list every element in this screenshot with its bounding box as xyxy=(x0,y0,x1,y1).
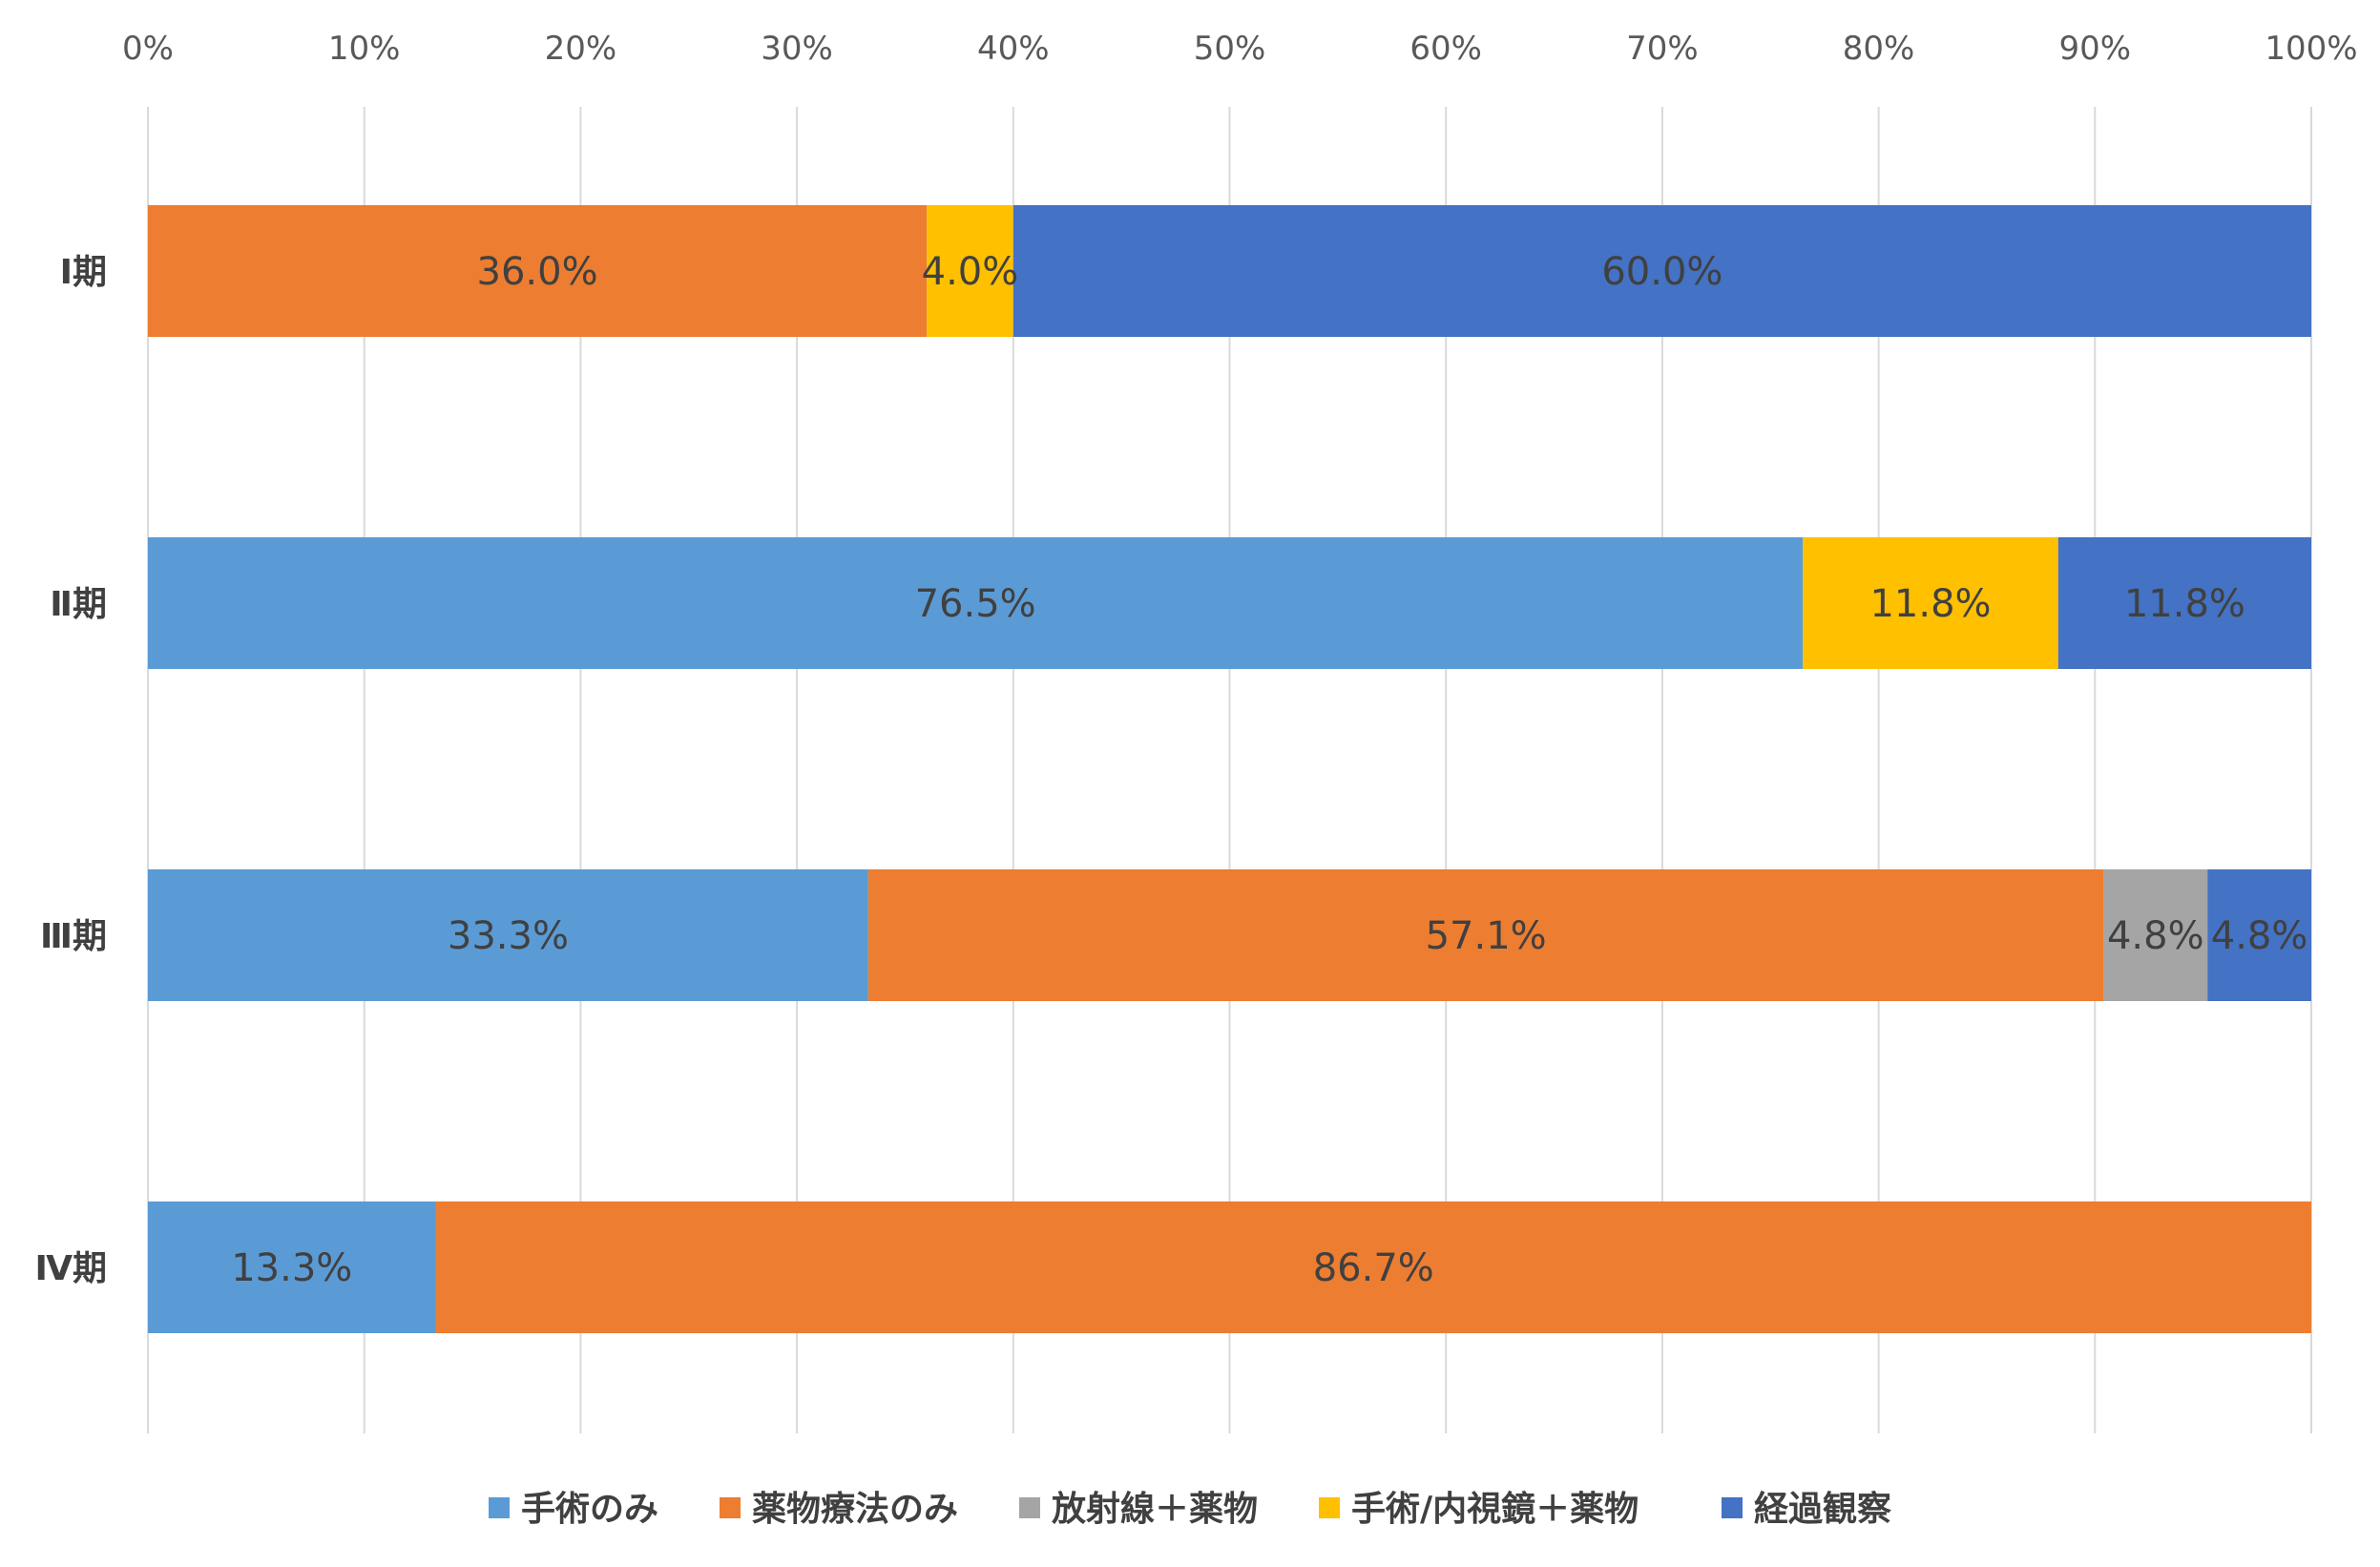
category-label: Ⅱ期 xyxy=(50,585,107,624)
bar-segment xyxy=(148,1201,436,1333)
data-label: 76.5% xyxy=(915,582,1036,626)
x-axis-ticks: 0% 10% 20% 30% 40% 50% 60% 70% 80% 90% 100% xyxy=(122,30,2358,68)
x-tick-label: 10% xyxy=(328,30,401,68)
bar-segment xyxy=(148,205,928,337)
bars xyxy=(148,205,2311,1333)
bar-segment xyxy=(2103,869,2208,1001)
legend-swatch xyxy=(720,1497,741,1518)
data-label: 60.0% xyxy=(1601,250,1722,294)
bar-segment xyxy=(927,205,1013,337)
bar-segment xyxy=(1803,537,2058,669)
x-tick-label: 0% xyxy=(122,30,174,68)
data-label: 86.7% xyxy=(1313,1246,1434,1290)
data-label: 33.3% xyxy=(448,914,569,958)
legend-label: 薬物療法のみ xyxy=(752,1490,958,1529)
x-tick-label: 30% xyxy=(761,30,833,68)
legend-label: 手術/内視鏡＋薬物 xyxy=(1351,1490,1639,1529)
data-label: 11.8% xyxy=(2124,582,2245,626)
data-label: 4.8% xyxy=(2107,914,2204,958)
x-tick-label: 100% xyxy=(2265,30,2357,68)
data-label: 57.1% xyxy=(1426,914,1547,958)
x-tick-label: 80% xyxy=(1843,30,1915,68)
data-label: 4.8% xyxy=(2211,914,2308,958)
bar-segment xyxy=(867,869,2104,1001)
data-label: 13.3% xyxy=(231,1246,352,1290)
legend-swatch xyxy=(489,1497,510,1518)
data-label: 4.0% xyxy=(922,250,1019,294)
x-tick-label: 40% xyxy=(977,30,1050,68)
x-tick-label: 70% xyxy=(1626,30,1699,68)
bar-segment xyxy=(148,869,868,1001)
legend: 手術のみ 薬物療法のみ 放射線＋薬物 手術/内視鏡＋薬物 経過観察 xyxy=(489,1490,1891,1529)
bar-segment xyxy=(148,537,1804,669)
bar-segment xyxy=(1013,205,2311,337)
legend-swatch xyxy=(1722,1497,1743,1518)
x-tick-label: 60% xyxy=(1409,30,1482,68)
bar-segment xyxy=(435,1201,2311,1333)
legend-label: 手術のみ xyxy=(521,1490,658,1529)
bar-segment xyxy=(2207,869,2311,1001)
legend-swatch xyxy=(1319,1497,1340,1518)
data-labels: 36.0% 4.0% 60.0% 76.5% 11.8% 11.8% 33.3% 57.1% 4… xyxy=(231,250,2307,1290)
legend-label: 経過観察 xyxy=(1754,1490,1891,1529)
x-tick-label: 90% xyxy=(2059,30,2132,68)
x-tick-label: 50% xyxy=(1194,30,1266,68)
category-label: Ⅲ期 xyxy=(40,917,107,956)
x-tick-label: 20% xyxy=(545,30,617,68)
category-label: Ⅰ期 xyxy=(60,253,107,292)
legend-swatch xyxy=(1019,1497,1040,1518)
data-label: 11.8% xyxy=(1869,582,1991,626)
category-label: Ⅳ期 xyxy=(34,1249,107,1288)
legend-label: 放射線＋薬物 xyxy=(1052,1490,1258,1529)
bar-segment xyxy=(2057,537,2311,669)
category-labels: Ⅰ期 Ⅱ期 Ⅲ期 Ⅳ期 xyxy=(34,253,107,1288)
data-label: 36.0% xyxy=(477,250,598,294)
